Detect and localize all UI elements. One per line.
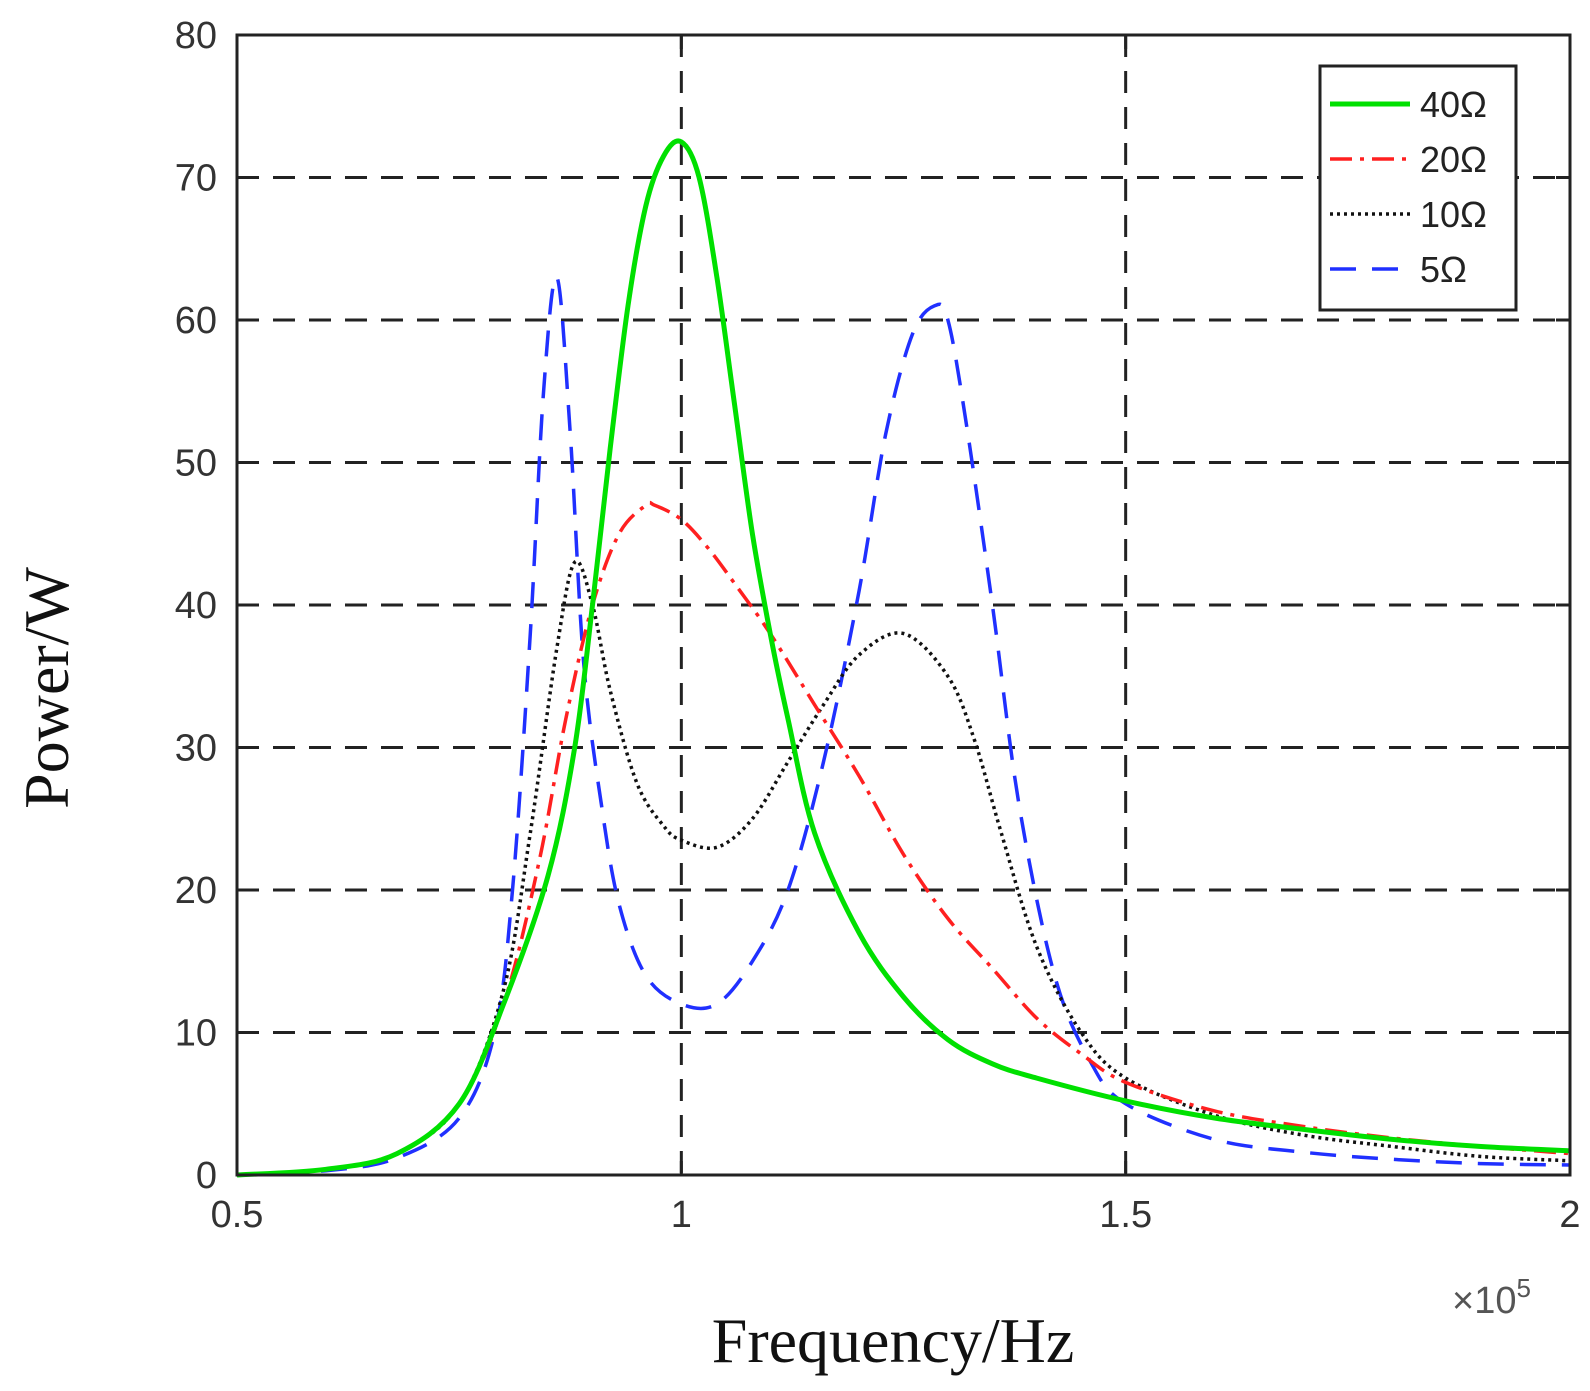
series-line-40Ω <box>236 138 1571 1178</box>
grid <box>237 35 1570 1175</box>
series-line-5Ω <box>236 275 1571 1177</box>
y-tick-label: 80 <box>175 15 217 57</box>
y-tick-label: 30 <box>175 728 217 770</box>
y-tick-label: 40 <box>175 585 217 627</box>
legend-label: 5Ω <box>1420 249 1467 290</box>
axis-ticks <box>235 33 1572 1177</box>
y-tick-label: 50 <box>175 443 217 485</box>
series-line-20Ω <box>236 500 1571 1177</box>
x-tick-label: 0.5 <box>211 1194 264 1236</box>
series-line-10Ω <box>236 559 1571 1177</box>
legend-label: 40Ω <box>1420 84 1487 125</box>
x-exponent-label: ×105 <box>1452 1273 1531 1322</box>
legend-label: 10Ω <box>1420 194 1487 235</box>
series-lines <box>236 138 1571 1178</box>
y-tick-label: 20 <box>175 870 217 912</box>
y-tick-label: 10 <box>175 1013 217 1055</box>
x-tick-label: 1 <box>671 1194 692 1236</box>
legend: 40Ω 20Ω 10Ω 5Ω <box>1318 64 1518 312</box>
legend-label: 20Ω <box>1420 139 1487 180</box>
x-tick-label: 1.5 <box>1099 1194 1152 1236</box>
y-tick-label: 70 <box>175 158 217 200</box>
x-axis-title: Frequency/Hz <box>712 1305 1075 1376</box>
y-tick-label: 0 <box>196 1155 217 1197</box>
axis-labels: 0 10 20 30 40 50 60 70 80 0.5 1 1.5 2 <box>175 15 1581 1236</box>
y-tick-label: 60 <box>175 300 217 342</box>
x-tick-label: 2 <box>1559 1194 1580 1236</box>
y-axis-title: Power/W <box>11 567 82 809</box>
